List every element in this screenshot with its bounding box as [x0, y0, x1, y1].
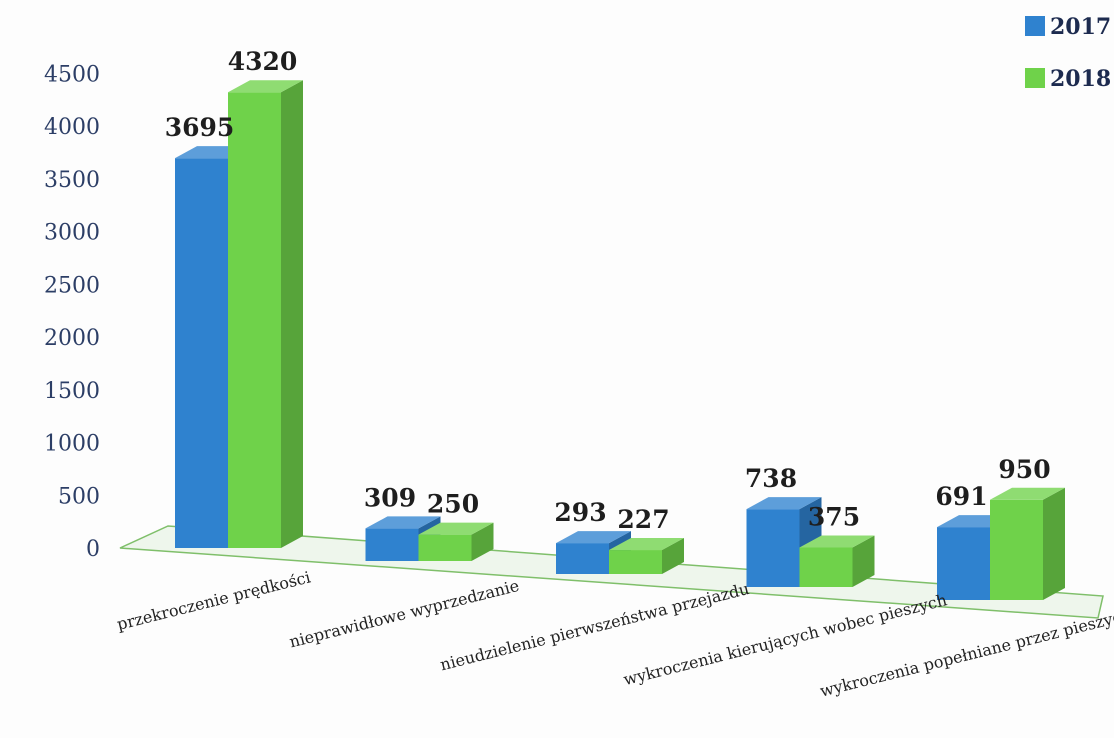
legend-label: 2018 — [1050, 66, 1111, 92]
y-tick-label: 500 — [58, 484, 100, 509]
bar-side — [471, 522, 494, 561]
bar — [175, 158, 228, 549]
bar-top — [609, 538, 684, 551]
bar-top — [990, 487, 1065, 500]
bar-top — [556, 531, 631, 544]
data-label: 250 — [427, 490, 479, 519]
y-tick-label: 1000 — [44, 432, 100, 457]
bar — [556, 543, 609, 574]
bars-layer — [175, 80, 1065, 600]
bar-top — [228, 80, 303, 93]
bar-top — [799, 535, 875, 548]
bar — [418, 534, 472, 561]
data-label: 950 — [998, 455, 1050, 484]
y-tick-label: 0 — [86, 537, 100, 562]
bar-side — [852, 535, 875, 587]
data-label: 3695 — [165, 113, 235, 142]
x-tick-label: przekroczenie prędkości — [115, 567, 313, 634]
legend-swatch — [1025, 16, 1045, 36]
bar — [799, 547, 853, 587]
y-tick-label: 3500 — [44, 168, 100, 193]
legend-swatch — [1025, 68, 1045, 88]
y-tick-label: 4500 — [44, 62, 100, 87]
bar-group — [746, 497, 875, 587]
bar-top — [365, 516, 441, 529]
y-tick-label: 3000 — [44, 221, 100, 246]
bar-side — [662, 538, 684, 574]
bar — [609, 550, 662, 574]
bar-group — [365, 516, 494, 561]
bar — [746, 509, 800, 587]
legend: 2017 2018 — [1025, 14, 1111, 92]
data-label: 738 — [745, 464, 797, 493]
data-label: 4320 — [228, 47, 298, 76]
data-label: 691 — [935, 482, 987, 511]
data-label: 309 — [364, 483, 416, 512]
bar-group — [937, 487, 1065, 600]
x-tick-label: nieprawidłowe wyprzedzanie — [287, 576, 521, 652]
y-tick-label: 1500 — [44, 379, 100, 404]
data-label: 227 — [617, 505, 669, 534]
bar-group — [556, 531, 684, 574]
bar-side — [281, 80, 303, 549]
y-tick-label: 2500 — [44, 273, 100, 298]
bar — [937, 527, 990, 600]
bar-top — [746, 497, 822, 510]
y-axis: 0 500 1000 1500 2000 2500 3000 3500 4000 4500 — [44, 62, 100, 562]
bar-top — [418, 522, 494, 535]
bar-side — [1043, 487, 1065, 600]
legend-item: 2017 — [1025, 14, 1111, 40]
data-labels-layer: 3695 4320 309 250 293 227 738 375 691 950 — [165, 47, 1051, 534]
y-tick-label: 2000 — [44, 326, 100, 351]
bar — [228, 92, 281, 549]
bar — [365, 528, 419, 561]
data-label: 375 — [808, 502, 860, 531]
legend-label: 2017 — [1050, 14, 1111, 40]
data-label: 293 — [554, 498, 606, 527]
legend-item: 2018 — [1025, 66, 1111, 92]
bar — [990, 499, 1043, 600]
bar-group — [175, 80, 303, 549]
y-tick-label: 4000 — [44, 115, 100, 140]
